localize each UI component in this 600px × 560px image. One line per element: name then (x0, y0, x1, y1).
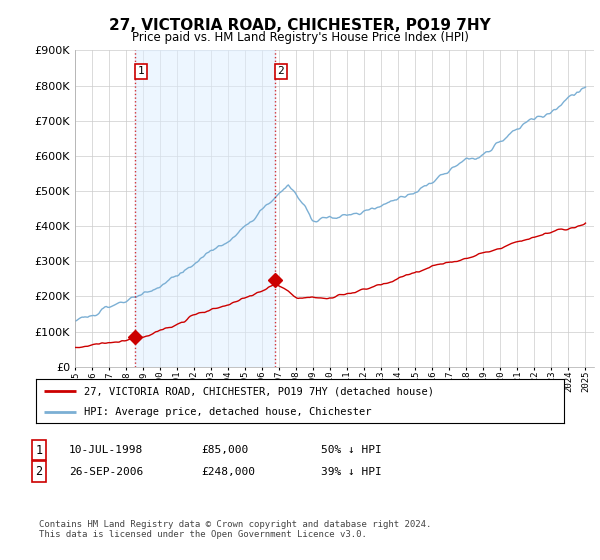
Text: 26-SEP-2006: 26-SEP-2006 (69, 466, 143, 477)
Text: 10-JUL-1998: 10-JUL-1998 (69, 445, 143, 455)
Text: HPI: Average price, detached house, Chichester: HPI: Average price, detached house, Chic… (83, 407, 371, 417)
Text: Price paid vs. HM Land Registry's House Price Index (HPI): Price paid vs. HM Land Registry's House … (131, 31, 469, 44)
Text: £85,000: £85,000 (201, 445, 248, 455)
Text: 2: 2 (277, 67, 284, 77)
Text: 27, VICTORIA ROAD, CHICHESTER, PO19 7HY: 27, VICTORIA ROAD, CHICHESTER, PO19 7HY (109, 18, 491, 32)
Text: 50% ↓ HPI: 50% ↓ HPI (321, 445, 382, 455)
Text: 27, VICTORIA ROAD, CHICHESTER, PO19 7HY (detached house): 27, VICTORIA ROAD, CHICHESTER, PO19 7HY … (83, 386, 434, 396)
Bar (135, 50, 275, 367)
Text: 2: 2 (35, 465, 43, 478)
Text: 39% ↓ HPI: 39% ↓ HPI (321, 466, 382, 477)
Text: 1: 1 (35, 444, 43, 457)
Text: 1: 1 (138, 67, 145, 77)
Text: Contains HM Land Registry data © Crown copyright and database right 2024.
This d: Contains HM Land Registry data © Crown c… (39, 520, 431, 539)
Text: £248,000: £248,000 (201, 466, 255, 477)
